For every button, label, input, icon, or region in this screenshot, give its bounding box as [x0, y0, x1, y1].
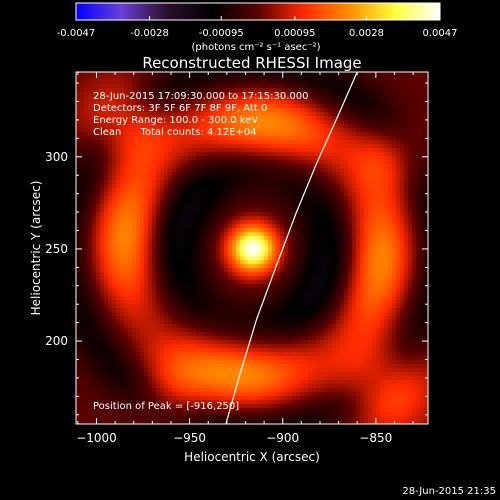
colorbar-tick-label: -0.0047	[57, 28, 96, 39]
annotation-time-range: 28-Jun-2015 17:09:30.000 to 17:15:30.000	[93, 91, 309, 102]
x-tick-label: −1000	[76, 431, 117, 445]
y-tick-label: 200	[45, 334, 68, 348]
y-axis-ticks: 200 250 300	[45, 82, 428, 416]
annotations: 28-Jun-2015 17:09:30.000 to 17:15:30.000…	[93, 91, 309, 412]
heatmap-canvas	[76, 72, 428, 424]
annotation-detectors: Detectors: 3F 5F 6F 7F 8F 9F, Att 0	[93, 103, 267, 114]
annotation-clean-total: Clean Total counts: 4.12E+04	[93, 127, 257, 138]
colorbar-tick-label: -0.0028	[130, 28, 169, 39]
plot-frame	[75, 71, 429, 425]
y-axis-label: Heliocentric Y (arcsec)	[29, 181, 43, 316]
chart-title: Reconstructed RHESSI Image	[142, 54, 361, 72]
colorbar-units: (photons cm⁻² s⁻¹ asec⁻²)	[191, 42, 320, 53]
x-axis-ticks: −1000 −950 −900 −850	[76, 72, 414, 445]
annotation-peak-position: Position of Peak = [-916,250]	[93, 401, 239, 412]
x-axis-label: Heliocentric X (arcsec)	[184, 450, 320, 464]
y-tick-label: 300	[45, 150, 68, 164]
colorbar-ticks: -0.0047 -0.0028 -0.00095 0.00095 0.0028 0.004…	[57, 16, 458, 39]
colorbar-tick-label: 0.0028	[349, 28, 384, 39]
colorbar-gradient	[76, 3, 440, 20]
annotation-energy: Energy Range: 100.0 - 300.0 keV	[93, 115, 258, 126]
y-tick-label: 250	[45, 242, 68, 256]
solar-limb-curve	[225, 72, 358, 424]
colorbar: -0.0047 -0.0028 -0.00095 0.00095 0.0028 0.004…	[57, 2, 458, 53]
x-tick-label: −900	[266, 431, 299, 445]
heatmap	[76, 72, 428, 424]
axes: −1000 −950 −900 −850 200 250 300 Heliocentric…	[29, 71, 429, 464]
footer-timestamp: 28-Jun-2015 21:35	[402, 486, 496, 497]
colorbar-tick-label: 0.00095	[274, 28, 315, 39]
colorbar-frame	[75, 2, 441, 21]
x-tick-label: −950	[173, 431, 206, 445]
colorbar-tick-label: -0.00095	[199, 28, 244, 39]
x-tick-label: −850	[359, 431, 392, 445]
colorbar-tick-label: 0.0047	[423, 28, 458, 39]
